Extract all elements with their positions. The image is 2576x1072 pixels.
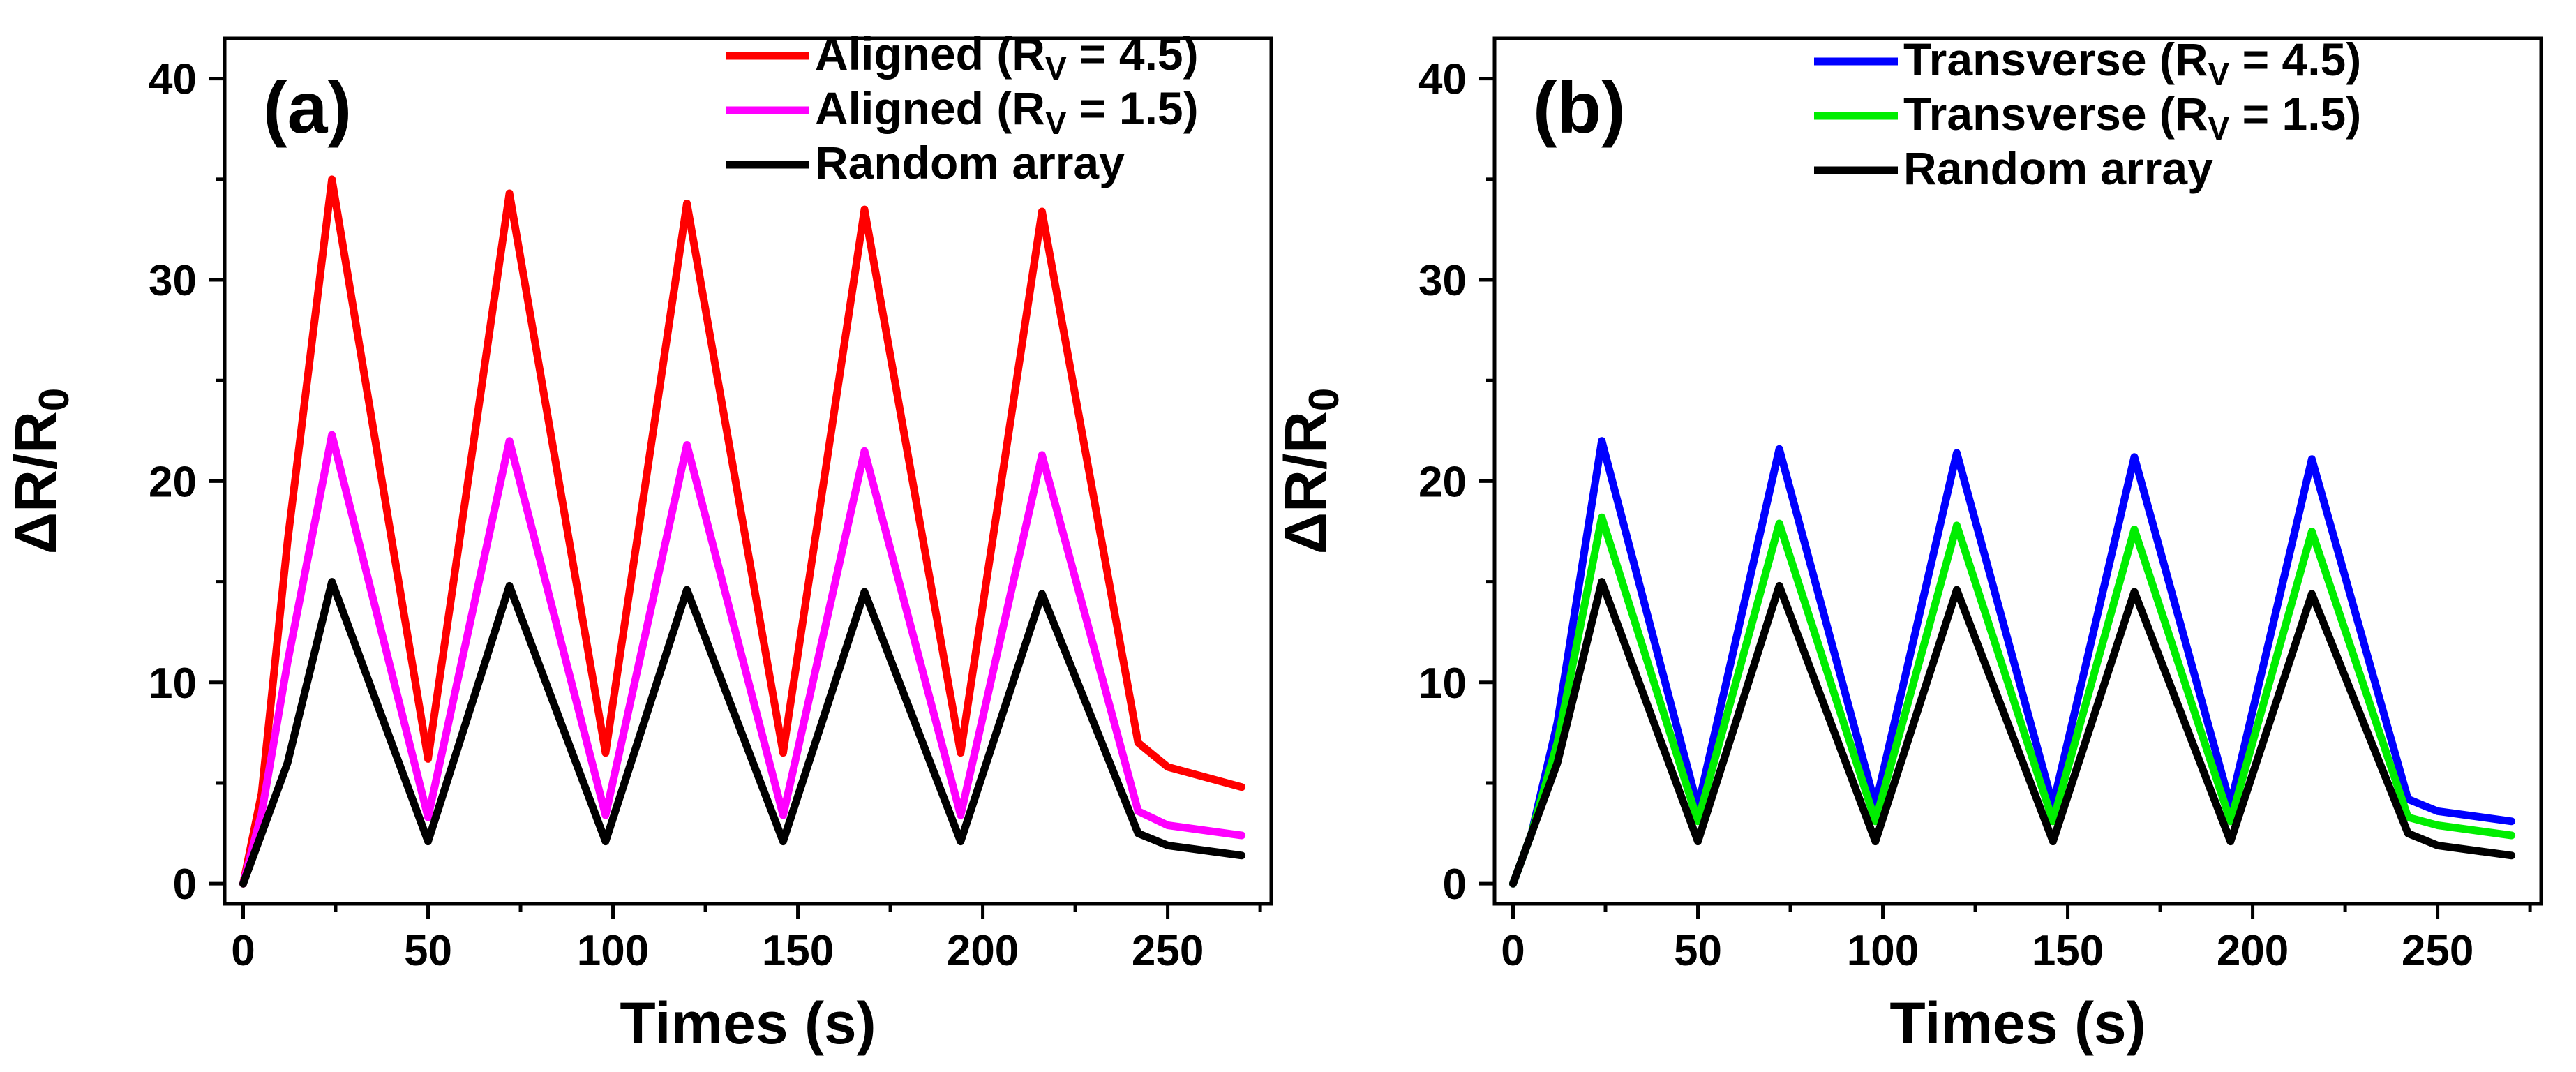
y-tick-label: 10: [1418, 660, 1467, 708]
plot-frame: [1492, 36, 2543, 906]
series-line-1: [1509, 437, 2516, 888]
y-axis-title: ΔR/R0: [3, 388, 77, 554]
x-tick-label: 50: [404, 927, 452, 975]
series-line-2: [239, 431, 1246, 888]
series-line-1: [239, 175, 1246, 888]
y-tick-label: 20: [149, 458, 197, 506]
legend: Aligned (RV = 4.5)Aligned (RV = 1.5)Rand…: [726, 28, 1199, 188]
plot-frame: [223, 36, 1273, 906]
panel-label: (b): [1533, 68, 1626, 149]
x-axis-title: Times (s): [1889, 990, 2146, 1056]
chart-panel-a: 0 50 100 150 200 250 0 10 20 30 40 Times (s) ΔR/R0 (a…: [3, 28, 1273, 1056]
x-tick-label: 250: [1132, 927, 1204, 975]
y-tick-label: 20: [1418, 458, 1467, 506]
series-line-3: [239, 578, 1246, 888]
y-tick-label: 40: [1418, 56, 1467, 104]
x-tick-label: 50: [1674, 927, 1722, 975]
series-line-2: [1509, 513, 2516, 888]
x-tick-label: 250: [2402, 927, 2473, 975]
y-tick-label: 30: [1418, 257, 1467, 305]
series-line-3: [1509, 578, 2516, 888]
legend-entry: Random array: [1903, 142, 2213, 194]
panel-label: (a): [263, 68, 352, 149]
x-tick-label: 150: [2032, 927, 2104, 975]
x-tick-label: 0: [231, 927, 255, 975]
y-tick-label: 40: [149, 56, 197, 104]
x-tick-label: 150: [762, 927, 834, 975]
chart-panel-b: 0 50 100 150 200 250 0 10 20 30 40 Times (s) ΔR/R0 (b…: [1273, 34, 2543, 1056]
legend: Transverse (RV = 4.5)Transverse (RV = 1.…: [1814, 34, 2361, 194]
y-axis-title: ΔR/R0: [1273, 388, 1347, 554]
x-axis-title: Times (s): [620, 990, 876, 1056]
legend-entry: Aligned (RV = 1.5): [815, 82, 1199, 141]
x-tick-label: 100: [1847, 927, 1919, 975]
legend-entry: Random array: [815, 137, 1125, 188]
x-tick-label: 0: [1501, 927, 1525, 975]
x-tick-label: 200: [2217, 927, 2289, 975]
y-tick-label: 10: [149, 660, 197, 708]
legend-entry: Aligned (RV = 4.5): [815, 28, 1199, 87]
y-tick-label: 30: [149, 257, 197, 305]
x-tick-label: 100: [577, 927, 649, 975]
y-tick-label: 0: [173, 861, 197, 909]
legend-entry: Transverse (RV = 4.5): [1903, 34, 2361, 92]
x-tick-label: 200: [947, 927, 1019, 975]
y-tick-label: 0: [1443, 861, 1467, 909]
legend-entry: Transverse (RV = 1.5): [1903, 88, 2361, 147]
